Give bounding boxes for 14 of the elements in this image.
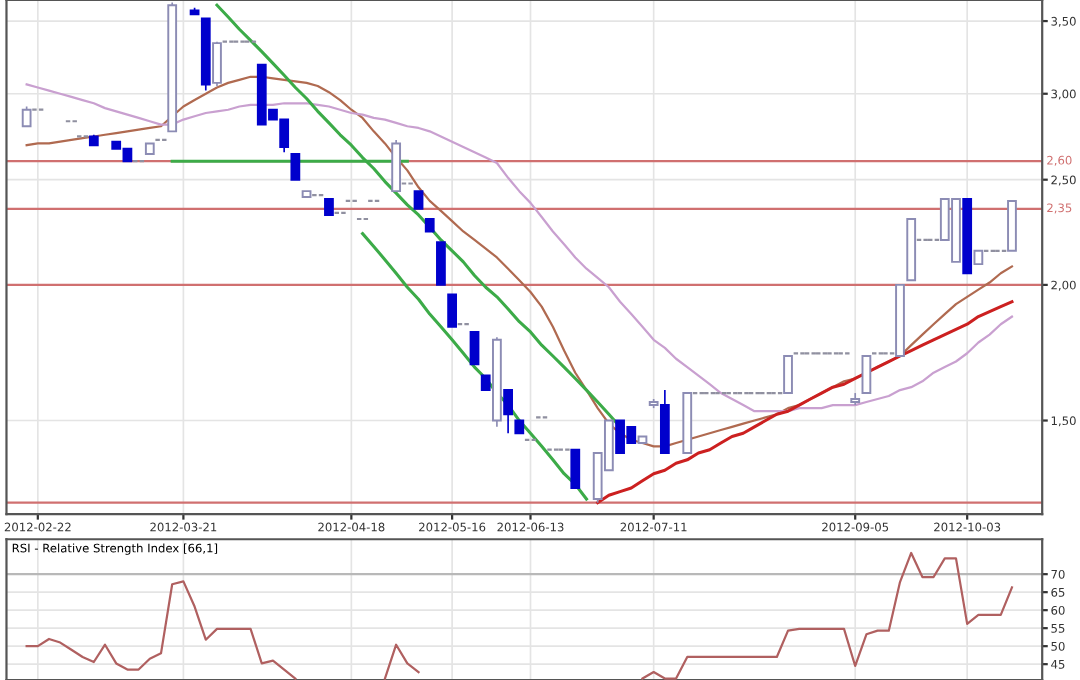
candlestick	[436, 241, 446, 286]
candlestick	[469, 330, 480, 366]
candlestick	[659, 389, 670, 455]
candlestick	[290, 153, 301, 181]
line-series	[596, 300, 1014, 505]
candlestick	[503, 389, 513, 435]
candlestick	[447, 293, 458, 328]
candlestick	[783, 355, 793, 395]
line-series	[361, 232, 589, 501]
candlestick	[861, 355, 872, 395]
candlestick	[391, 139, 402, 193]
candlestick	[21, 105, 32, 128]
candlestick	[212, 40, 222, 87]
candlestick	[570, 448, 581, 489]
